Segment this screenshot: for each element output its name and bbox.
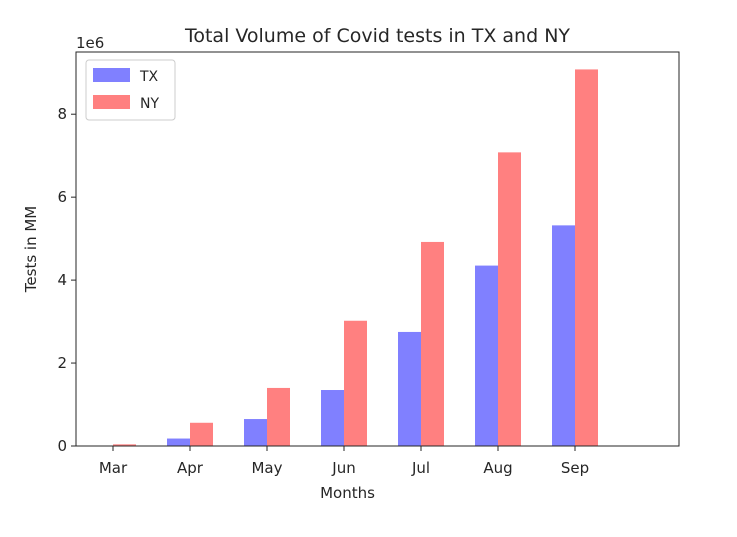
bar-tx-sep [552,225,575,446]
x-tick-label: Sep [561,459,589,477]
y-tick-label: 4 [57,271,67,289]
bar-ny-may [267,387,290,446]
plot-area [75,51,680,447]
x-axis-label: Months [320,484,375,502]
bar-tx-aug [475,265,498,446]
x-axis: Mar Apr May Jun Jul Aug Sep [99,446,589,477]
x-tick-label: Mar [99,459,128,477]
x-tick-label: Apr [177,459,204,477]
bar-ny-aug [498,152,521,446]
bar-tx-may [244,419,267,446]
bar-ny-jul [421,241,444,446]
legend: TX NY [85,59,176,121]
y-tick-label: 8 [57,105,67,123]
x-tick-label: May [251,459,282,477]
x-tick-label: Jun [331,459,355,477]
bar-tx-jun [321,390,344,446]
legend-label-ny: NY [140,96,159,112]
bar-tx-jul [398,331,421,446]
legend-swatch-ny [93,95,130,109]
y-axis-label: Tests in MM [22,206,40,293]
y-tick-label: 0 [57,437,67,455]
plot-frame [75,51,680,447]
bar-tx-apr [167,438,190,446]
bar-ny-sep [575,69,598,446]
y-tick-label: 6 [57,188,67,206]
chart-title: Total Volume of Covid tests in TX and NY [184,25,570,47]
x-tick-label: Jul [411,459,430,477]
bar-ny-jun [344,320,367,446]
legend-swatch-tx [93,68,130,82]
x-tick-label: Aug [483,459,512,477]
y-tick-label: 2 [57,354,67,372]
bar-ny-apr [190,422,213,446]
bar-ny-mar [113,444,136,446]
legend-label-tx: TX [139,69,159,85]
y-axis: 0 2 4 6 8 [57,105,76,455]
y-axis-scale-label: 1e6 [76,34,104,52]
